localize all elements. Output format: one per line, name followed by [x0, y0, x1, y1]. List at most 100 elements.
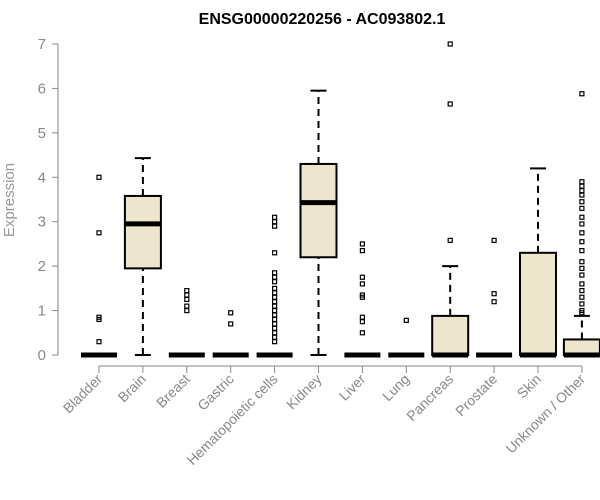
outlier-point: [184, 307, 190, 314]
y-tick-label: 0: [38, 347, 46, 364]
outlier-point: [579, 199, 585, 205]
box-liver: [344, 241, 381, 358]
outlier-point: [272, 330, 278, 336]
box-brain: [123, 157, 162, 356]
outlier-point: [184, 303, 190, 309]
outlier-point: [272, 339, 278, 345]
outlier-point: [184, 287, 190, 294]
box-bladder: [81, 174, 117, 358]
x-tick-label: Breast: [153, 371, 193, 411]
box-iqr: [431, 314, 470, 357]
outlier-point: [272, 294, 278, 300]
outlier-point: [272, 316, 278, 323]
outlier-point: [579, 259, 585, 265]
outlier-point: [579, 287, 585, 294]
x-tick-label: Lung: [379, 371, 412, 404]
outlier-point: [579, 91, 585, 97]
y-tick-label: 1: [38, 303, 46, 320]
outlier-point: [447, 41, 453, 47]
x-tick-label: Gastric: [194, 371, 237, 414]
y-axis-label: Expression: [1, 163, 18, 237]
outlier-point: [579, 230, 585, 236]
outlier-point: [579, 239, 585, 245]
outlier-point: [272, 223, 278, 229]
outlier-point: [491, 291, 497, 297]
box-hematopoietic-cells: [256, 214, 293, 358]
outlier-point: [579, 192, 585, 198]
x-tick-label: Prostate: [452, 371, 500, 419]
outlier-point: [272, 321, 278, 327]
outlier-point: [579, 265, 585, 271]
outlier-point: [272, 279, 278, 285]
y-tick-label: 5: [38, 125, 46, 142]
box-pancreas: [431, 41, 470, 358]
outlier-point: [228, 321, 234, 327]
outlier-point: [359, 274, 365, 280]
outlier-point: [579, 188, 585, 194]
x-tick-label: Skin: [514, 371, 545, 402]
outlier-point: [272, 214, 278, 220]
outlier-point: [579, 205, 585, 211]
outlier-point: [96, 316, 102, 323]
y-tick-label: 3: [38, 214, 46, 231]
outlier-point: [491, 237, 497, 243]
outlier-point: [359, 314, 365, 320]
box-gastric: [212, 310, 249, 358]
outlier-point: [272, 325, 278, 331]
outlier-point: [579, 281, 585, 287]
y-tick-label: 7: [38, 36, 46, 53]
outlier-point: [359, 247, 365, 254]
box-kidney: [299, 89, 338, 356]
outlier-point: [359, 241, 365, 247]
outlier-point: [579, 294, 585, 300]
x-tick-label: Pancreas: [403, 371, 456, 424]
outlier-point: [272, 299, 278, 305]
chart-title: ENSG00000220256 - AC093802.1: [199, 11, 446, 28]
outlier-point: [272, 312, 278, 318]
box-unknown-other: [562, 91, 600, 358]
box-breast: [168, 287, 205, 358]
y-tick-label: 2: [38, 258, 46, 275]
outlier-point: [579, 247, 585, 254]
outlier-point: [579, 301, 585, 307]
outlier-point: [96, 339, 102, 345]
outlier-point: [272, 250, 278, 256]
outlier-point: [579, 214, 585, 220]
outlier-point: [359, 281, 365, 287]
x-tick-label: Kidney: [283, 371, 325, 413]
outlier-point: [359, 319, 365, 325]
y-tick-label: 6: [38, 80, 46, 97]
plot-area: [81, 41, 600, 358]
outlier-point: [272, 270, 278, 276]
outlier-point: [579, 179, 585, 185]
outlier-point: [96, 174, 102, 180]
box-iqr: [299, 162, 338, 259]
outlier-point: [359, 294, 365, 300]
outlier-point: [491, 299, 497, 305]
outlier-point: [579, 221, 585, 227]
box-iqr: [123, 194, 162, 270]
outlier-point: [272, 307, 278, 314]
outlier-point: [184, 292, 190, 298]
outlier-point: [579, 310, 585, 316]
box-prostate: [476, 237, 513, 358]
outlier-point: [96, 230, 102, 236]
y-tick-label: 4: [38, 169, 46, 186]
x-tick-label: Unknown / Other: [502, 371, 588, 457]
outlier-point: [228, 310, 234, 316]
outlier-point: [447, 101, 453, 107]
outlier-point: [272, 274, 278, 280]
x-tick-label: Liver: [336, 371, 369, 404]
outlier-point: [272, 334, 278, 340]
outlier-point: [184, 296, 190, 303]
box-lung: [388, 317, 425, 358]
outlier-point: [359, 330, 365, 336]
outlier-point: [272, 290, 278, 296]
outlier-point: [403, 317, 409, 323]
outlier-point: [272, 303, 278, 309]
box-skin: [519, 167, 557, 358]
outlier-point: [579, 183, 585, 189]
outlier-point: [579, 272, 585, 278]
